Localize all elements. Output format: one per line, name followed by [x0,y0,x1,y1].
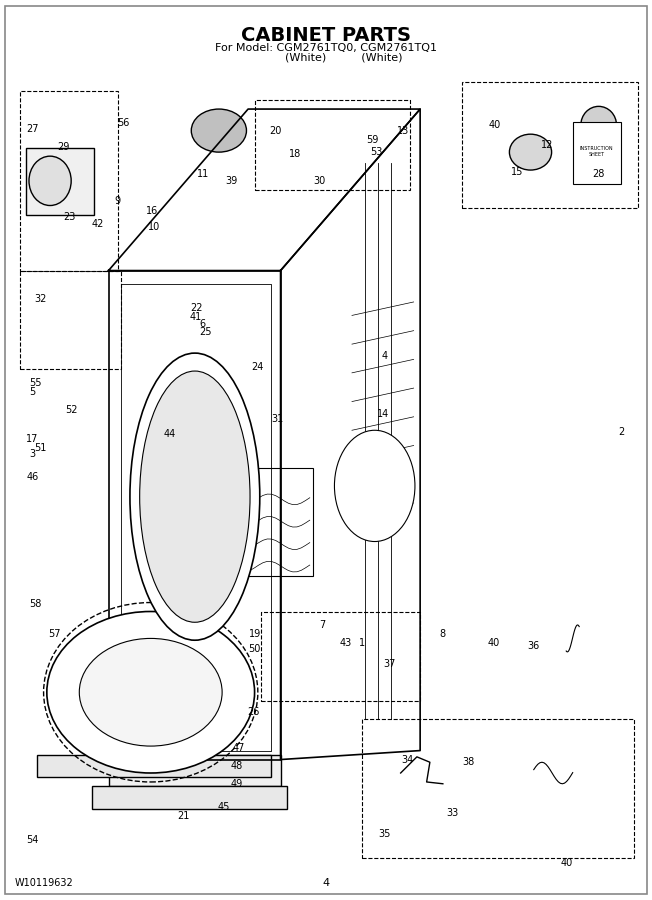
Bar [37,755,271,778]
Text: 22: 22 [190,303,202,313]
Text: 37: 37 [383,659,396,669]
Bar [93,787,287,809]
Text: 7: 7 [319,620,326,630]
Text: 34: 34 [401,754,413,764]
Text: 29: 29 [57,141,69,152]
Text: 8: 8 [440,629,446,639]
Text: 21: 21 [177,811,189,821]
Text: INSTRUCTION
SHEET: INSTRUCTION SHEET [580,146,614,157]
Text: 26: 26 [247,707,259,717]
Bar [462,82,638,208]
Bar [254,100,410,190]
Text: 32: 32 [34,294,46,304]
Bar [26,148,95,215]
Text: 25: 25 [200,327,212,337]
Text: 46: 46 [27,472,38,482]
Text: 58: 58 [29,599,41,609]
Text: 19: 19 [248,629,261,639]
Text: 30: 30 [314,176,325,185]
Text: 18: 18 [289,148,301,159]
Text: 42: 42 [91,219,104,229]
Text: 57: 57 [48,629,61,639]
Text: 44: 44 [164,428,176,439]
Text: 50: 50 [248,644,261,654]
Text: 10: 10 [148,222,160,232]
Text: 4: 4 [381,351,387,361]
Text: 31: 31 [271,414,284,424]
Text: 38: 38 [463,757,475,767]
Bar [183,468,313,576]
Text: 23: 23 [63,212,76,221]
Bar [20,91,118,271]
Ellipse shape [130,353,259,640]
Text: 17: 17 [26,434,38,445]
Ellipse shape [509,134,552,170]
Text: 45: 45 [217,802,230,812]
Text: (White)          (White): (White) (White) [250,53,402,63]
Text: 43: 43 [339,638,351,648]
Ellipse shape [47,611,254,773]
Text: 53: 53 [370,147,383,158]
Text: 3: 3 [29,449,36,460]
Text: 11: 11 [196,168,209,179]
Circle shape [334,430,415,542]
Text: For Model: CGM2761TQ0, CGM2761TQ1: For Model: CGM2761TQ0, CGM2761TQ1 [215,43,437,53]
Text: 51: 51 [34,443,46,454]
Ellipse shape [581,106,617,144]
Text: 12: 12 [541,140,553,150]
Text: CABINET PARTS: CABINET PARTS [241,26,411,45]
Text: W10119632: W10119632 [14,878,73,887]
Text: 9: 9 [114,195,120,205]
Text: 56: 56 [117,118,130,128]
Ellipse shape [29,157,71,205]
Text: 24: 24 [252,363,264,373]
Text: 39: 39 [226,176,238,185]
Text: 36: 36 [527,641,540,651]
Text: 2: 2 [618,428,625,437]
Text: 13: 13 [396,127,409,137]
Text: 47: 47 [232,742,244,753]
Text: 14: 14 [377,410,389,419]
Bar [261,611,420,701]
Ellipse shape [140,371,250,622]
Text: 20: 20 [269,127,282,137]
Text: 5: 5 [29,387,36,397]
Text: 48: 48 [230,760,243,770]
Bar [572,122,621,184]
Text: 55: 55 [29,378,41,388]
Text: 28: 28 [593,168,605,179]
Text: 6: 6 [200,320,206,329]
Text: 40: 40 [560,858,572,868]
Ellipse shape [80,638,222,746]
Text: 16: 16 [146,206,158,216]
Bar [362,719,634,859]
Text: 15: 15 [511,166,524,177]
Text: 27: 27 [26,124,39,134]
Text: 49: 49 [230,778,243,788]
Text: 1: 1 [359,638,364,648]
Text: 54: 54 [26,835,38,845]
Text: 35: 35 [378,829,391,839]
Text: 59: 59 [366,136,379,146]
Text: 40: 40 [488,638,499,648]
Ellipse shape [191,109,246,152]
Bar [20,271,121,369]
Text: 33: 33 [447,808,459,818]
Text: 41: 41 [190,312,202,322]
Bar [108,755,280,787]
Text: 52: 52 [65,405,78,415]
Text: 4: 4 [323,878,329,887]
Text: 40: 40 [488,121,501,130]
